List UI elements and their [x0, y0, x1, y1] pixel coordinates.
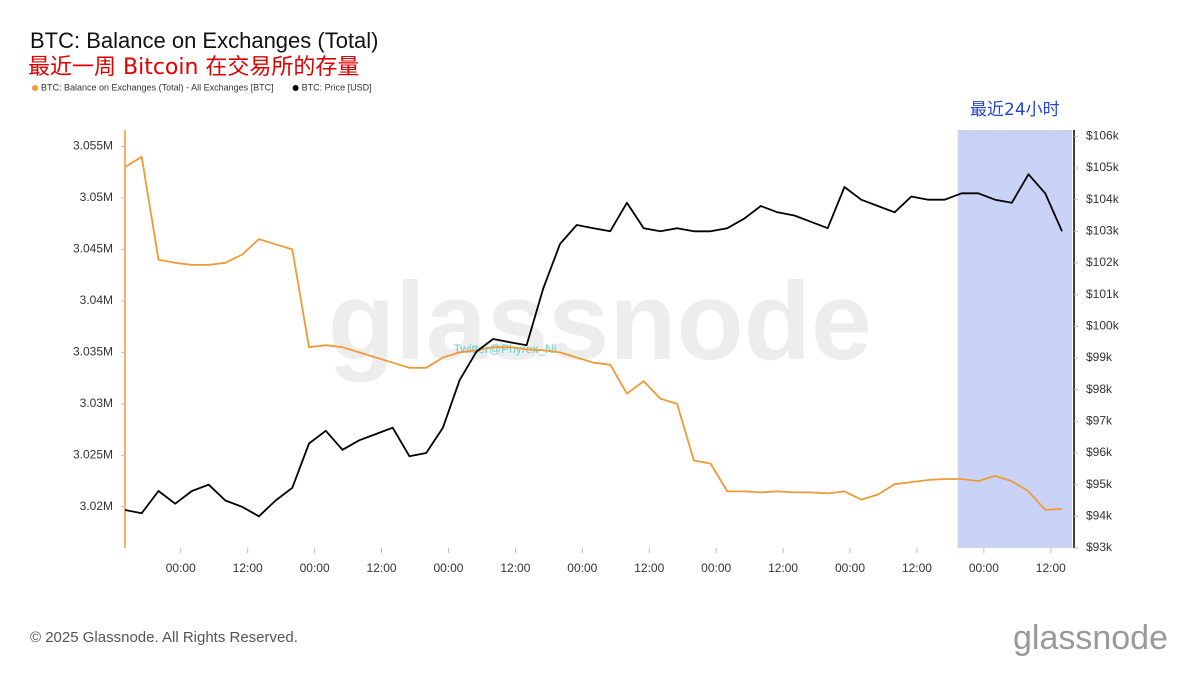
y2-tick-label: $94k	[1086, 509, 1113, 523]
credit-watermark: Twitter@Phyrex_Ni	[454, 342, 557, 356]
y2-tick-label: $104k	[1086, 192, 1120, 206]
logo: glassnode	[1013, 619, 1168, 657]
x-tick-label: 12:00	[902, 561, 932, 575]
y-tick-label: 3.05M	[80, 190, 113, 204]
y2-tick-label: $106k	[1086, 129, 1120, 143]
series-line	[124, 155, 1063, 511]
legend-label: BTC: Balance on Exchanges (Total) - All …	[41, 82, 274, 92]
x-tick-label: 12:00	[1036, 561, 1066, 575]
chart-subtitle: 最近一周 Bitcoin 在交易所的存量	[28, 55, 359, 80]
x-tick-label: 00:00	[300, 561, 330, 575]
x-tick-label: 12:00	[634, 561, 664, 575]
series-line	[124, 173, 1063, 518]
y2-tick-label: $97k	[1086, 414, 1113, 428]
y2-tick-label: $95k	[1086, 477, 1113, 491]
watermark: glassnode	[328, 260, 872, 383]
y-tick-label: 3.045M	[73, 242, 113, 256]
x-tick-label: 00:00	[835, 561, 865, 575]
x-tick-label: 00:00	[166, 561, 196, 575]
x-tick-label: 12:00	[367, 561, 397, 575]
highlight-label: 最近24小时	[970, 100, 1060, 120]
x-tick-label: 00:00	[433, 561, 463, 575]
y-tick-label: 3.025M	[73, 448, 113, 462]
y-tick-label: 3.02M	[80, 499, 113, 513]
y2-tick-label: $98k	[1086, 382, 1113, 396]
y-tick-label: 3.03M	[80, 396, 113, 410]
y-tick-label: 3.035M	[73, 345, 113, 359]
y-tick-label: 3.04M	[80, 293, 113, 307]
x-tick-label: 00:00	[701, 561, 731, 575]
legend-swatch	[292, 85, 299, 91]
x-tick-label: 12:00	[233, 561, 263, 575]
y-tick-label: 3.055M	[73, 139, 113, 153]
x-tick-label: 00:00	[969, 561, 999, 575]
y2-tick-label: $99k	[1086, 350, 1113, 364]
y2-tick-label: $105k	[1086, 160, 1120, 174]
legend-label: BTC: Price [USD]	[302, 82, 372, 92]
x-tick-label: 00:00	[567, 561, 597, 575]
y2-tick-label: $93k	[1086, 540, 1113, 554]
x-tick-label: 12:00	[768, 561, 798, 575]
highlight-band	[957, 130, 1072, 548]
y2-tick-label: $100k	[1086, 319, 1120, 333]
chart-title: BTC: Balance on Exchanges (Total)	[30, 28, 379, 53]
y2-tick-label: $103k	[1086, 224, 1120, 238]
x-tick-label: 12:00	[500, 561, 530, 575]
footer: © 2025 Glassnode. All Rights Reserved.	[30, 629, 298, 646]
legend-swatch	[32, 85, 38, 91]
y2-tick-label: $101k	[1086, 287, 1120, 301]
y2-tick-label: $102k	[1086, 255, 1120, 269]
y2-tick-label: $96k	[1086, 445, 1113, 459]
